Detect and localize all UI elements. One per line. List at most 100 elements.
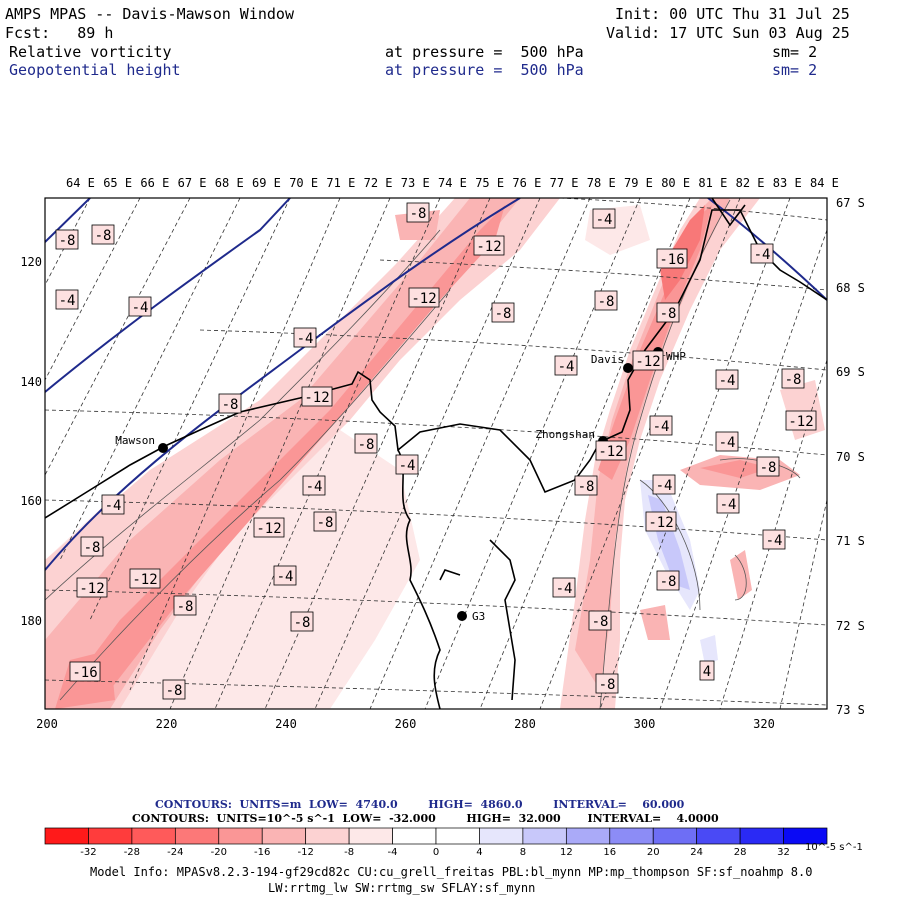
y-tick: 180 [20,613,42,628]
contour-label: -4 [762,529,786,550]
contour-label: -4 [273,565,297,586]
station-label: Mawson [115,434,155,447]
contour-label: -4 [716,493,740,514]
contour-label: 4 [699,660,715,681]
svg-text:-8: -8 [59,233,76,249]
svg-text:-8: -8 [177,599,194,615]
contour-label: -8 [80,536,104,557]
contour-label: -8 [91,224,115,245]
svg-text:-4: -4 [59,293,76,309]
colorbar-tick: -16 [254,847,271,858]
svg-text:-4: -4 [277,569,294,585]
contour-label: -4 [554,355,578,376]
contour-label: -12 [76,577,108,598]
valid-time: Valid: 17 UTC Sun 03 Aug 25 [606,24,850,42]
svg-text:-8: -8 [660,574,677,590]
svg-text:-16: -16 [72,665,97,681]
colorbar-tick: -20 [210,847,227,858]
colorbar-swatch [739,827,784,845]
contour-label: -4 [649,415,673,436]
x-tick: 300 [633,717,656,731]
field1-name: Relative vorticity [9,43,172,61]
svg-text:-4: -4 [720,497,737,513]
svg-text:-16: -16 [659,252,684,268]
station-marker [457,611,467,621]
field2-name: Geopotential height [9,61,181,79]
contour-label: -8 [656,302,680,323]
colorbar-swatch [522,827,567,845]
svg-text:-12: -12 [304,390,329,406]
contour-label: -8 [588,610,612,631]
svg-text:-12: -12 [635,354,660,370]
contour-label: -8 [574,475,598,496]
contour-label: -12 [645,511,677,532]
lon-label: 64 E [66,176,95,190]
contour-label: -12 [253,517,285,538]
colorbar-tick: 12 [559,847,573,858]
svg-text:-8: -8 [578,479,595,495]
lon-label: 68 E [214,176,244,190]
contour-label: -16 [69,661,101,682]
contour-label: -8 [594,290,618,311]
contour-label: -8 [781,368,805,389]
contour-label: -4 [293,327,317,348]
svg-text:-8: -8 [95,228,112,244]
lon-label: 73 E [400,176,430,190]
svg-text:-4: -4 [719,435,736,451]
colorbar-swatch [44,827,89,845]
contour-label: -12 [408,287,440,308]
colorbar-tick: 16 [603,847,617,858]
svg-text:-4: -4 [719,373,736,389]
svg-text:-4: -4 [105,498,122,514]
lat-label: 71 S [836,534,865,548]
colorbar-swatch [783,827,828,845]
contour-label: -8 [491,302,515,323]
contour-label: -12 [785,410,817,431]
contour-label: -12 [473,235,505,256]
field2-pressure: at pressure = 500 hPa [385,61,584,79]
x-tick: 260 [394,717,417,731]
colorbar-swatch [88,827,133,845]
colorbar-swatch [696,827,741,845]
lon-label: 75 E [475,176,505,190]
lat-label: 70 S [836,449,865,464]
colorbar-tick: 0 [432,847,440,858]
contour-labels: -8 -8 -4 -4 -4 -8 -12 -8 -12 -12 -8 -4 -8 -16 -8 -4 -12 -… [55,202,817,700]
init-time: Init: 00 UTC Thu 31 Jul 25 [615,5,850,23]
svg-text:-8: -8 [410,206,427,222]
lat-label: 67 S [836,196,865,210]
contour-label: -4 [101,494,125,515]
station-label: G3 [472,610,485,623]
lon-label: 83 E [772,176,802,190]
contour-label: -8 [406,202,430,223]
svg-text:-8: -8 [317,515,334,531]
lat-label: 72 S [836,618,865,633]
contour-label: -12 [129,568,161,589]
station-marker [158,443,168,453]
svg-text:-8: -8 [166,683,183,699]
svg-text:-8: -8 [294,615,311,631]
lon-label: 77 E [549,176,579,190]
map-field: Mawson Davis WHP Zhongshan G3 -8 -8 -4 -4 -4 -8 -1… [45,198,827,709]
svg-text:-8: -8 [592,614,609,630]
colorbar-tick: 8 [519,847,527,858]
station-label: WHP [666,350,686,363]
lon-label: 79 E [624,176,653,190]
svg-text:-8: -8 [495,306,512,322]
contour-label: -16 [656,248,688,269]
contour-label: -4 [128,296,152,317]
map-frame [44,197,828,710]
contour-label: -8 [656,570,680,591]
lat-label: 73 S [836,703,865,717]
contour-label: -8 [313,511,337,532]
colorbar-swatch [261,827,307,845]
svg-text:-4: -4 [132,300,149,316]
colorbar-swatch [392,827,437,845]
contour-label: -8 [595,673,619,694]
svg-text:-4: -4 [399,458,416,474]
svg-text:-8: -8 [84,540,101,556]
colorbar-swatch [652,827,698,845]
contour-label: -4 [552,577,576,598]
lat-label: 69 S [836,365,865,379]
